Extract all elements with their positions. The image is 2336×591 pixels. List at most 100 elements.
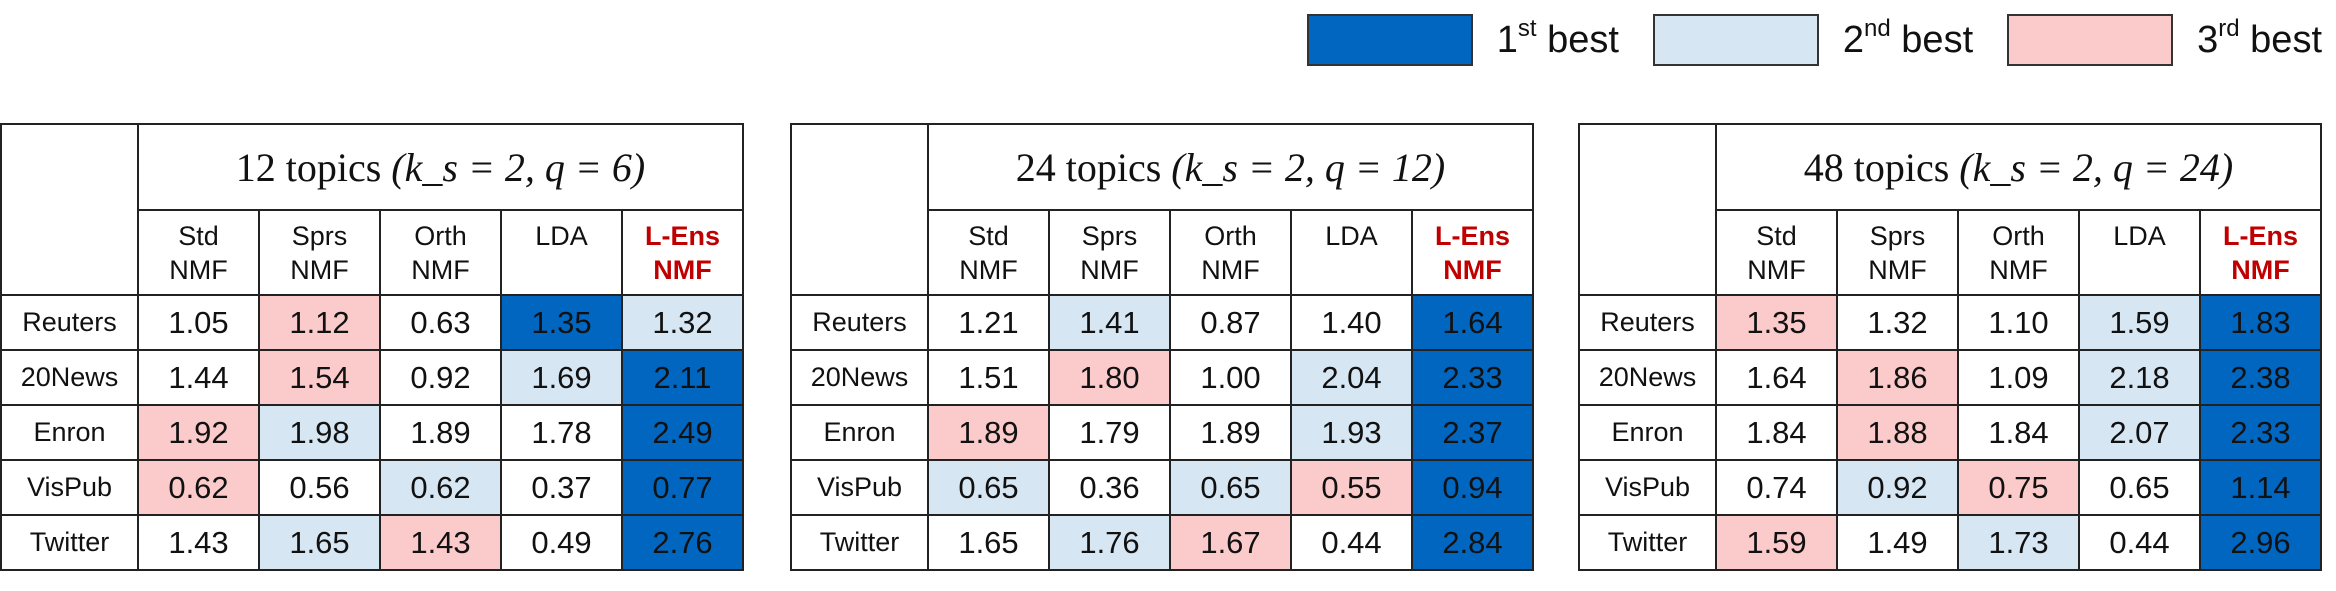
column-header-line: NMF [2231, 254, 2290, 285]
row-label: Reuters [0, 294, 139, 351]
results-table-3: 48 topics (k_s = 2, q = 24) Std NMF Sprs NMF… [1578, 123, 2323, 571]
column-header-line: NMF [411, 254, 470, 285]
value-cell: 0.75 [1957, 459, 2080, 516]
column-header: L-Ens NMF [620, 209, 745, 296]
value-cell: 0.62 [137, 459, 260, 516]
value-cell: 1.12 [258, 294, 381, 351]
column-header-line: NMF [1443, 254, 1502, 285]
value-cell: 1.84 [1957, 404, 2080, 461]
results-table-2: 24 topics (k_s = 2, q = 12) Std NMF Sprs NMF… [790, 123, 1535, 571]
row-label: Enron [1578, 404, 1717, 461]
corner-cell [1578, 123, 1717, 296]
row-label: Reuters [1578, 294, 1717, 351]
legend-swatch-3rd [2007, 14, 2174, 66]
value-cell: 1.32 [1836, 294, 1959, 351]
value-cell: 0.65 [927, 459, 1050, 516]
table-row: 20News 1.44 1.54 0.92 1.69 2.11 [0, 349, 745, 406]
value-cell: 2.38 [2198, 349, 2323, 406]
column-header-line: Sprs [1081, 220, 1138, 251]
value-cell: 1.93 [1290, 404, 1413, 461]
column-header-line: Std [178, 220, 219, 251]
title-row: 24 topics (k_s = 2, q = 12) [790, 123, 1535, 296]
value-cell: 1.92 [137, 404, 260, 461]
column-header-line: NMF [1201, 254, 1260, 285]
value-cell: 2.76 [620, 514, 745, 571]
legend-swatch-2nd [1652, 14, 1819, 66]
value-cell: 1.64 [1715, 349, 1838, 406]
value-cell: 1.49 [1836, 514, 1959, 571]
column-header: Orth NMF [1957, 209, 2080, 296]
value-cell: 1.59 [1715, 514, 1838, 571]
value-cell: 1.05 [137, 294, 260, 351]
row-label: Enron [0, 404, 139, 461]
value-cell: 2.33 [2198, 404, 2323, 461]
row-label: VisPub [790, 459, 929, 516]
table-row: Reuters 1.05 1.12 0.63 1.35 1.32 [0, 294, 745, 351]
table-row: Enron 1.89 1.79 1.89 1.93 2.37 [790, 404, 1535, 461]
value-cell: 1.80 [1048, 349, 1171, 406]
value-cell: 0.62 [379, 459, 502, 516]
table-title-text: 24 topics [1015, 144, 1162, 190]
column-header: LDA [500, 209, 623, 296]
value-cell: 1.00 [1169, 349, 1292, 406]
value-cell: 1.10 [1957, 294, 2080, 351]
table-row: VisPub 0.62 0.56 0.62 0.37 0.77 [0, 459, 745, 516]
value-cell: 1.88 [1836, 404, 1959, 461]
table-row: VisPub 0.74 0.92 0.75 0.65 1.14 [1578, 459, 2323, 516]
value-cell: 1.09 [1957, 349, 2080, 406]
table-title: 24 topics (k_s = 2, q = 12) [926, 123, 1535, 211]
column-header: Orth NMF [1169, 209, 1292, 296]
value-cell: 1.54 [258, 349, 381, 406]
column-header-line: Sprs [291, 220, 348, 251]
column-header-line: LDA [2113, 220, 2166, 251]
table-row: Reuters 1.21 1.41 0.87 1.40 1.64 [790, 294, 1535, 351]
value-cell: 2.37 [1410, 404, 1535, 461]
value-cell: 1.35 [1715, 294, 1838, 351]
column-header: Sprs NMF [1048, 209, 1171, 296]
value-cell: 1.14 [2198, 459, 2323, 516]
table-row: 20News 1.51 1.80 1.00 2.04 2.33 [790, 349, 1535, 406]
value-cell: 1.21 [927, 294, 1050, 351]
value-cell: 1.98 [258, 404, 381, 461]
value-cell: 2.33 [1410, 349, 1535, 406]
table-title-text: 48 topics [1803, 144, 1950, 190]
value-cell: 2.07 [2078, 404, 2201, 461]
value-cell: 0.74 [1715, 459, 1838, 516]
value-cell: 1.89 [1169, 404, 1292, 461]
value-cell: 0.44 [2078, 514, 2201, 571]
column-header-line: NMF [1989, 254, 2048, 285]
table-row: Enron 1.84 1.88 1.84 2.07 2.33 [1578, 404, 2323, 461]
legend-swatch-1st [1306, 14, 1473, 66]
row-label: Twitter [0, 514, 139, 571]
value-cell: 2.04 [1290, 349, 1413, 406]
row-label: Enron [790, 404, 929, 461]
column-header-line: Std [968, 220, 1009, 251]
legend-item-3rd: 3rd best [2007, 14, 2322, 66]
column-header-line: Orth [414, 220, 467, 251]
column-header: Sprs NMF [258, 209, 381, 296]
header-row: Std NMF Sprs NMF Orth NMF LDA L-Ens NMF [1, 209, 745, 296]
row-label: 20News [790, 349, 929, 406]
column-header-line: NMF [1868, 254, 1927, 285]
value-cell: 1.83 [2198, 294, 2323, 351]
row-label: Reuters [790, 294, 929, 351]
value-cell: 1.51 [927, 349, 1050, 406]
table-row: Reuters 1.35 1.32 1.10 1.59 1.83 [1578, 294, 2323, 351]
results-tables: 12 topics (k_s = 2, q = 6) Std NMF Sprs NMF O… [0, 123, 2336, 578]
column-header-line [1292, 253, 1411, 287]
value-cell: 0.92 [1836, 459, 1959, 516]
value-cell: 2.96 [2198, 514, 2323, 571]
value-cell: 0.55 [1290, 459, 1413, 516]
column-header-line: NMF [290, 254, 349, 285]
column-header: L-Ens NMF [2198, 209, 2323, 296]
results-table-1: 12 topics (k_s = 2, q = 6) Std NMF Sprs NMF O… [0, 123, 745, 571]
header-row: Std NMF Sprs NMF Orth NMF LDA L-Ens NMF [791, 209, 1535, 296]
value-cell: 0.49 [500, 514, 623, 571]
value-cell: 0.37 [500, 459, 623, 516]
row-label: VisPub [1578, 459, 1717, 516]
column-header-line: NMF [1080, 254, 1139, 285]
value-cell: 1.41 [1048, 294, 1171, 351]
legend-label-2nd: 2nd best [1842, 14, 1974, 61]
table-row: Twitter 1.65 1.76 1.67 0.44 2.84 [790, 514, 1535, 571]
legend-label-1st: 1st best [1496, 14, 1619, 61]
